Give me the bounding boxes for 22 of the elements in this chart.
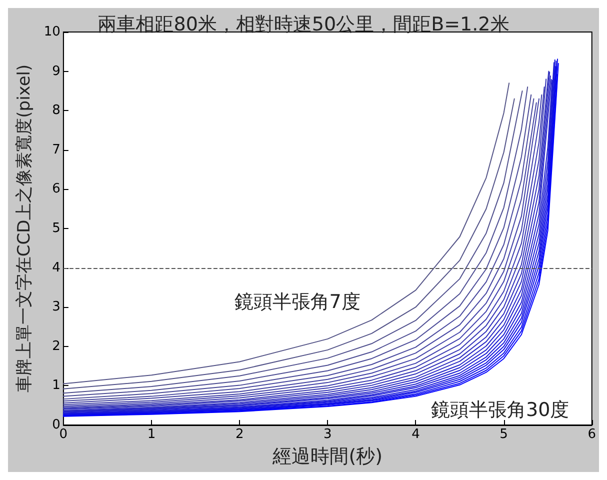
y-tick-label: 6 <box>52 182 60 197</box>
y-tick-label: 8 <box>52 103 60 118</box>
annotation: 鏡頭半張角30度 <box>431 399 570 422</box>
x-tick-label: 4 <box>412 427 420 442</box>
y-tick-label: 0 <box>52 418 60 432</box>
y-axis-title: 車牌上單一文字在CCD上之像素寬度(pixel) <box>14 64 34 393</box>
x-tick-label: 5 <box>500 427 508 442</box>
x-tick-label: 1 <box>147 427 156 442</box>
chart-title: 兩車相距80米，相對時速50公里，間距B=1.2米 <box>98 14 510 36</box>
y-tick-label: 4 <box>52 260 60 276</box>
x-tick-label: 3 <box>324 427 332 442</box>
y-tick-label: 7 <box>52 142 60 158</box>
x-tick-label: 6 <box>588 427 596 442</box>
y-tick-label: 5 <box>52 221 60 236</box>
x-axis-title: 經過時間(秒) <box>272 446 383 468</box>
y-tick-label: 9 <box>52 64 60 79</box>
x-tick-label: 2 <box>235 427 244 442</box>
y-tick-label: 2 <box>52 338 60 354</box>
y-tick-label: 10 <box>44 24 60 40</box>
y-tick-label: 1 <box>52 378 60 394</box>
annotation: 鏡頭半張角7度 <box>234 290 360 313</box>
y-tick-label: 3 <box>52 300 60 315</box>
